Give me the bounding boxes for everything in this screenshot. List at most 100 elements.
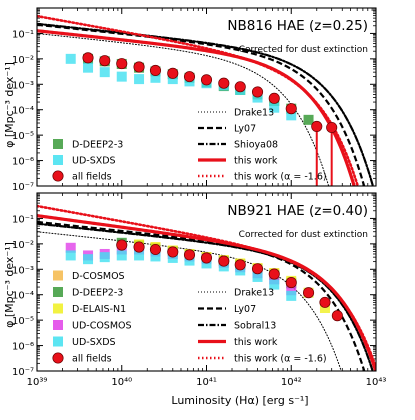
point-all-fields [82, 52, 94, 64]
curve-ly07 [37, 23, 366, 186]
x-tick-label: 10³⁹ [27, 377, 48, 388]
point-all-fields [149, 243, 162, 256]
y-tick-label: 10⁻³ [12, 265, 34, 276]
y-tick-label: 10⁻² [12, 240, 34, 251]
point-all-fields [251, 263, 264, 275]
curves-group [37, 204, 376, 371]
y-tick-label: 10⁻⁵ [12, 131, 34, 142]
y-tick-label: 10⁻⁶ [12, 157, 34, 168]
legend-label: Ly07 [234, 304, 256, 315]
legend-label: Sobral13 [234, 321, 276, 332]
point-ud-sxds [150, 251, 161, 262]
point-ud-cosmos [286, 285, 297, 296]
legend-swatch [53, 320, 63, 330]
curve-this-work [37, 29, 356, 186]
point-all-fields [319, 296, 331, 308]
point-all-fields [183, 249, 196, 261]
point-d-deep2-3 [303, 114, 314, 125]
point-all-fields [285, 103, 297, 115]
panel-frame [36, 192, 377, 372]
legend-label: this work [234, 337, 278, 348]
legend-label: Drake13 [234, 108, 274, 119]
point-all-fields [251, 86, 264, 98]
point-all-fields [311, 120, 323, 132]
point-ud-sxds [116, 250, 127, 261]
point-ud-sxds [116, 71, 127, 82]
points-group [65, 52, 338, 186]
curve-this-work [37, 214, 376, 371]
curve-shioya08 [37, 22, 375, 186]
point-all-fields [285, 277, 297, 289]
point-all-fields [133, 61, 145, 73]
legend-swatch [53, 336, 63, 347]
x-tick-label: 10⁴³ [366, 377, 387, 388]
legend-label: D-DEEP2-3 [72, 140, 123, 151]
legend-label: Shioya08 [234, 140, 278, 151]
point-ud-sxds [286, 290, 297, 301]
legend-label: this work (α = -1.6) [234, 172, 327, 183]
point-all-fields [234, 81, 246, 93]
points-group [65, 237, 343, 322]
legend-swatch [53, 270, 63, 281]
panel-subtitle: Corrected for dust extinction [239, 230, 368, 240]
y-tick-label: 10⁻⁴ [12, 291, 34, 302]
point-ud-sxds [252, 271, 263, 282]
y-tick-label: 10⁻¹ [12, 214, 34, 225]
point-all-fields [331, 310, 343, 322]
point-ud-sxds [83, 62, 94, 73]
point-all-fields [116, 239, 128, 251]
y-tick-label: 10⁻⁷ [12, 182, 34, 193]
panel-subtitle: Corrected for dust extinction [239, 45, 368, 55]
point-ud-sxds [167, 74, 178, 85]
point-ud-sxds [150, 72, 161, 83]
point-all-fields [234, 259, 246, 271]
point-ud-cosmos [65, 242, 76, 253]
point-ud-sxds [269, 102, 280, 113]
legend-label: all fields [72, 172, 112, 183]
legend-label: all fields [72, 354, 112, 365]
legend-swatch [53, 303, 63, 314]
curve-drake13 [37, 32, 330, 186]
x-tick-label: 10⁴¹ [196, 377, 217, 388]
point-all-fields [116, 58, 128, 70]
legend-swatch [53, 155, 63, 165]
lf-panel-2: 10⁻⁷ 10⁻⁶ 10⁻⁵ 10⁻⁴ 10⁻³ 10⁻² 10⁻¹ 10³⁹ 10⁴⁰ 10⁴¹… [12, 192, 387, 388]
point-all-fields [200, 74, 213, 86]
legend-swatch [53, 287, 63, 297]
legend-label: UD-COSMOS [72, 321, 132, 332]
y-tick-label: 10⁻³ [12, 80, 34, 91]
point-ud-sxds [134, 74, 145, 85]
point-all-fields [268, 268, 280, 280]
point-ud-sxds [65, 250, 76, 261]
point-ud-sxds [184, 255, 195, 266]
point-ud-sxds [269, 279, 280, 290]
y-axis-label-top: φ [Mpc⁻³ dex⁻¹] [3, 62, 16, 148]
point-ud-sxds [134, 250, 145, 261]
point-ud-sxds [235, 265, 246, 276]
legend-label: this work (α = -1.6) [234, 354, 327, 365]
y-tick-label: 10⁻¹ [12, 29, 34, 40]
panel-frame [36, 7, 377, 187]
point-all-fields [326, 121, 338, 134]
x-tick-label: 10⁴⁰ [111, 377, 132, 388]
x-tick-label: 10⁴² [281, 377, 302, 388]
y-tick-label: 10⁻² [12, 55, 34, 66]
x-axis-label: Luminosity (Hα) [erg s⁻¹] [171, 394, 308, 407]
legend-swatch [53, 139, 63, 149]
point-ud-sxds [286, 110, 297, 121]
point-ud-sxds [252, 92, 263, 103]
point-all-fields [99, 55, 111, 67]
legend-label: this work [234, 156, 278, 167]
legend-label: D-ELAIS-N1 [72, 304, 126, 315]
legend-swatch [52, 170, 64, 182]
legend-label: Ly07 [234, 124, 256, 135]
point-ud-sxds [83, 254, 94, 265]
point-all-fields [149, 64, 162, 77]
lf-panel-1: 10⁻⁷ 10⁻⁶ 10⁻⁵ 10⁻⁴ 10⁻³ 10⁻² 10⁻¹ NB816 HAE (z… [12, 7, 377, 193]
point-ud-sxds [167, 252, 178, 263]
point-ud-sxds [99, 67, 110, 78]
point-all-fields [133, 241, 145, 253]
legend-swatch [52, 352, 64, 364]
point-d-elais-n1 [319, 303, 330, 314]
